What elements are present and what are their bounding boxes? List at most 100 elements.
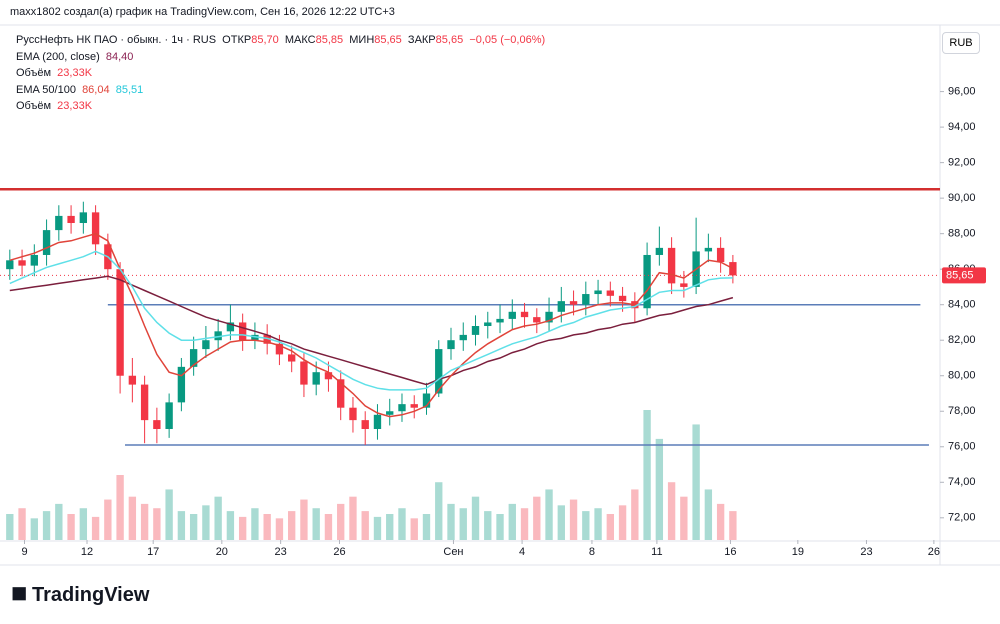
ema-line	[9, 232, 734, 418]
value: 23,33K	[57, 67, 93, 79]
value: 85,65	[374, 34, 402, 46]
x-tick-label: 26	[928, 546, 940, 558]
y-tick-label: 90,00	[948, 192, 976, 204]
value: 85,51	[115, 83, 144, 96]
volume-bar	[557, 505, 565, 540]
candle-body	[275, 343, 284, 355]
y-tick-label: 72,00	[948, 512, 976, 524]
candle-body	[557, 301, 565, 312]
candle-body	[533, 317, 541, 323]
brand-name: TradingView	[31, 584, 150, 606]
volume-bar	[251, 508, 259, 540]
volume-bar	[386, 514, 394, 540]
value: 85,65	[435, 34, 464, 46]
last-price-tag	[942, 267, 986, 284]
x-tick-label: 26	[333, 546, 345, 558]
candle-body	[398, 404, 406, 412]
candle-body	[680, 283, 688, 287]
volume-bar	[79, 508, 88, 540]
y-tick-label: 84,00	[948, 299, 976, 311]
candle-body	[716, 247, 725, 263]
candle-body	[655, 247, 664, 255]
candle-body	[373, 414, 382, 430]
volume-bar	[618, 505, 627, 540]
volume-bar	[300, 499, 308, 540]
volume-bar	[496, 514, 504, 540]
volume-bar	[177, 511, 186, 540]
x-tick-label: 16	[724, 546, 736, 558]
label: МАКС	[284, 34, 316, 46]
volume-bar	[116, 475, 124, 540]
label: EMA (200, close)	[16, 50, 100, 63]
y-tick-label: 76,00	[948, 441, 976, 453]
volume-bar	[435, 482, 443, 540]
x-tick-label: 11	[651, 546, 662, 558]
value: 84,40	[105, 50, 134, 63]
value: 85,85	[315, 34, 344, 46]
volume-bar	[692, 424, 700, 540]
candle-body	[202, 340, 210, 350]
volume-bar	[153, 508, 161, 540]
x-tick-label: 4	[519, 546, 525, 558]
volume-bar	[508, 503, 516, 540]
volume-bar	[582, 511, 590, 540]
x-tick-label: 17	[147, 546, 159, 558]
volume-bar	[324, 514, 333, 540]
candle-body	[410, 404, 418, 408]
candle-body	[30, 254, 38, 266]
volume-bar	[140, 503, 149, 540]
volume-bar	[226, 511, 235, 540]
label: МИН	[349, 34, 375, 46]
volume-bar	[165, 489, 173, 540]
currency-button[interactable]: RUB	[942, 32, 980, 54]
value: 23,33K	[57, 100, 93, 112]
volume-bar	[91, 516, 100, 540]
volume-bar	[202, 505, 210, 540]
volume-bar	[680, 496, 688, 540]
candle-body	[238, 322, 247, 341]
legend-row: EMA (200, close) 84,40	[16, 49, 545, 66]
candle-body	[116, 269, 124, 376]
label: ЗАКР	[407, 34, 436, 46]
candle-body	[667, 247, 676, 284]
volume-bar	[655, 438, 664, 540]
x-tick-label: 19	[792, 546, 804, 558]
brand: ⯀ TradingView	[12, 584, 150, 606]
candle-body	[189, 349, 198, 367]
candle-body	[484, 322, 492, 327]
volume-bar	[422, 514, 431, 540]
volume-bar	[288, 511, 296, 540]
volume-bar	[312, 508, 320, 540]
legend-row: EMA 50/100 86,04 85,51	[16, 82, 545, 99]
volume-bar	[238, 516, 247, 540]
volume-bar	[447, 503, 455, 540]
label: ОТКР	[222, 34, 252, 46]
candle-body	[55, 215, 63, 231]
label: Объём	[16, 67, 52, 79]
volume-bar	[361, 511, 369, 540]
volume-bar	[704, 489, 713, 540]
candle-body	[447, 340, 455, 350]
volume-bar	[569, 499, 578, 540]
volume-bar	[6, 514, 14, 540]
volume-bar	[30, 518, 38, 540]
volume-bar	[275, 518, 284, 540]
candle-body	[545, 311, 553, 323]
volume-bar	[349, 496, 357, 540]
candle-body	[140, 384, 149, 421]
volume-bar	[128, 496, 137, 540]
volume-bar	[410, 518, 418, 540]
candle-body	[349, 407, 357, 421]
volume-bar	[104, 499, 112, 540]
volume-bar	[631, 489, 639, 540]
volume-bar	[729, 511, 737, 540]
candle-body	[459, 334, 467, 341]
x-tick-label: 23	[275, 546, 287, 558]
candle-body	[361, 420, 369, 430]
y-tick-label: 96,00	[948, 86, 976, 98]
candle-body	[729, 262, 737, 276]
candle-body	[569, 301, 578, 305]
volume-bar	[214, 496, 222, 540]
